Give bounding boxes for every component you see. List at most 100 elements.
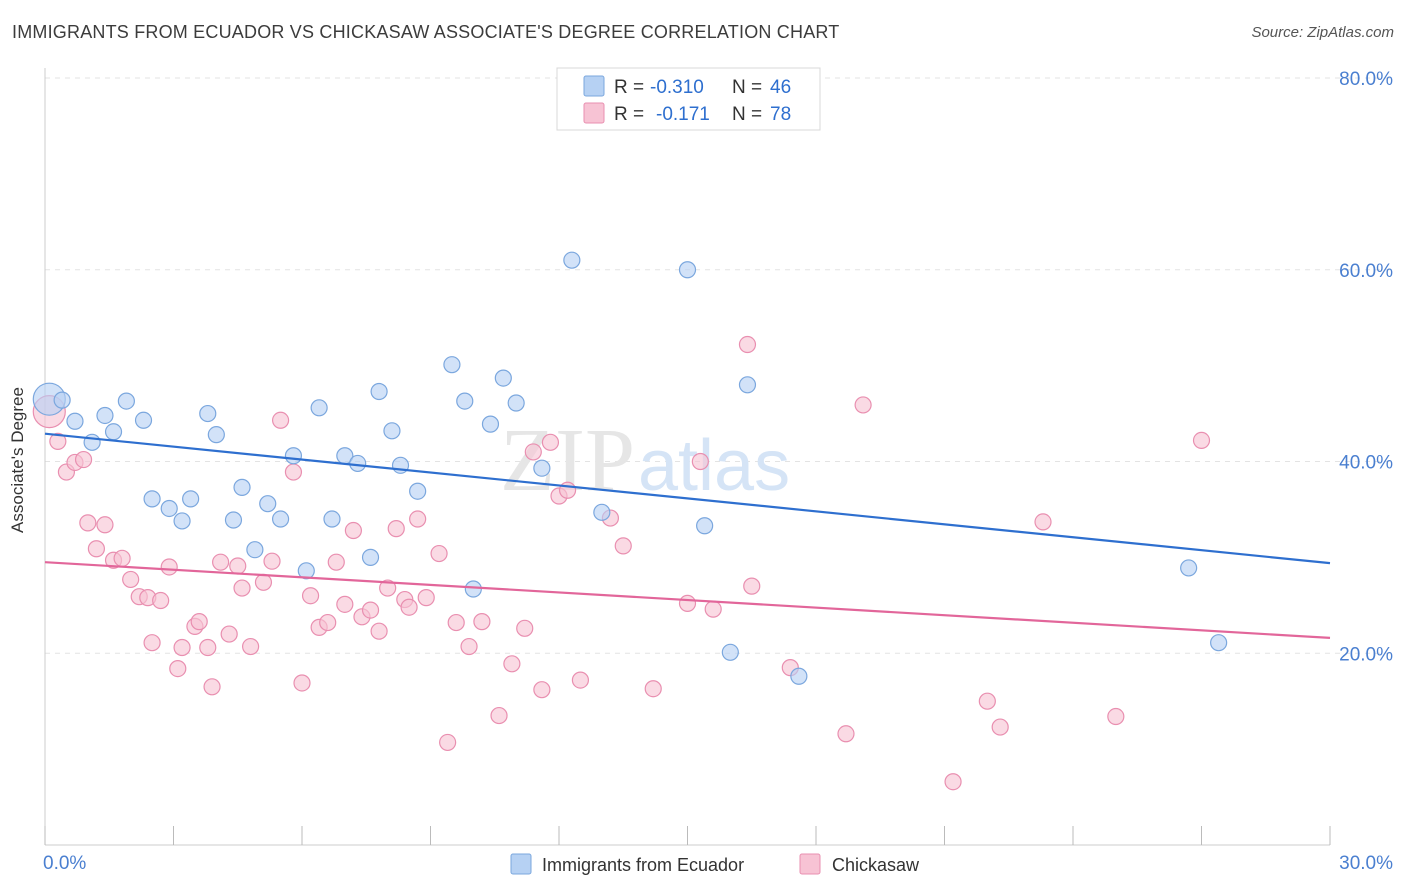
chickasaw-point: [1192, 431, 1211, 450]
chickasaw-point: [430, 544, 448, 563]
chickasaw-point: [254, 573, 273, 591]
chickasaw-point: [263, 552, 281, 570]
chickasaw-point: [242, 637, 260, 656]
legend-n-label-chickasaw: N =: [732, 104, 762, 125]
chickasaw-point: [644, 680, 662, 698]
chickasaw-point: [541, 433, 560, 451]
chickasaw-point: [361, 601, 380, 619]
ecuador-point: [507, 394, 525, 412]
legend-n-value-ecuador: 46: [770, 77, 791, 98]
ecuador-point: [494, 369, 512, 387]
chart-title: IMMIGRANTS FROM ECUADOR VS CHICKASAW ASS…: [12, 22, 840, 42]
chickasaw-point: [87, 540, 106, 558]
chickasaw-point: [1107, 707, 1125, 726]
chickasaw-point: [169, 659, 187, 678]
legend-r-value-chickasaw: -0.171: [656, 104, 710, 125]
chickasaw-point: [160, 558, 178, 576]
ecuador-point: [259, 495, 277, 513]
ecuador-point: [134, 411, 153, 429]
axes: [44, 68, 1331, 846]
ecuador-point: [790, 667, 808, 685]
ecuador-point: [533, 459, 551, 477]
chickasaw-point: [571, 671, 590, 689]
chickasaw-point: [1034, 513, 1052, 531]
legend-n-label-ecuador: N =: [732, 77, 762, 98]
chickasaw-point: [533, 681, 551, 699]
chickasaw-trend-line: [44, 561, 1331, 640]
chickasaw-points: [32, 335, 1211, 791]
series-legend: Immigrants from Ecuador Chickasaw: [510, 853, 920, 875]
ecuador-point: [207, 426, 225, 444]
ecuador-point: [409, 482, 427, 500]
trend-lines: [44, 432, 1331, 640]
chickasaw-point: [96, 516, 114, 534]
ecuador-point: [284, 447, 303, 465]
ecuador-point: [297, 562, 315, 580]
ecuador-point: [224, 511, 243, 529]
chickasaw-point: [473, 613, 491, 631]
y-tick-label: 60.0%: [1339, 261, 1393, 282]
ecuador-point: [456, 392, 474, 410]
chickasaw-point: [229, 557, 247, 575]
correlation-legend: R = -0.310 N = 46 R = -0.171 N = 78: [556, 67, 821, 131]
chickasaw-point: [704, 600, 722, 618]
series-legend-swatch-chickasaw: [799, 853, 821, 875]
chickasaw-point: [678, 594, 697, 612]
chickasaw-point: [74, 450, 93, 469]
chickasaw-point: [516, 619, 534, 637]
y-tick-label: 80.0%: [1339, 69, 1393, 90]
chickasaw-point: [439, 733, 457, 752]
ecuador-points: [32, 251, 1228, 685]
chickasaw-point: [271, 411, 290, 429]
chickasaw-point: [344, 521, 362, 540]
chickasaw-point: [199, 638, 217, 657]
chickasaw-point: [379, 579, 397, 597]
y-tick-label: 20.0%: [1339, 644, 1393, 665]
chickasaw-point: [284, 463, 303, 481]
ecuador-point: [696, 517, 714, 535]
chickasaw-point: [417, 589, 435, 607]
ecuador-point: [96, 406, 114, 425]
chickasaw-point: [336, 595, 354, 613]
ecuador-trend-line: [44, 432, 1331, 565]
chickasaw-point: [837, 725, 855, 743]
chickasaw-point: [503, 655, 521, 673]
legend-swatch-ecuador: [583, 75, 605, 97]
y-tick-label: 40.0%: [1339, 453, 1393, 474]
ecuador-point: [349, 454, 367, 473]
ecuador-point: [361, 548, 380, 566]
ecuador-point: [199, 404, 217, 423]
ecuador-point: [310, 399, 328, 417]
ecuador-point: [160, 499, 178, 518]
chickasaw-point: [152, 591, 170, 610]
ecuador-point: [53, 391, 71, 409]
watermark: ZIP atlas: [500, 411, 790, 510]
chickasaw-point: [460, 637, 478, 656]
chickasaw-point: [738, 335, 757, 354]
chickasaw-point: [447, 613, 465, 632]
ecuador-point: [117, 392, 135, 410]
chickasaw-point: [220, 625, 238, 643]
ecuador-point: [1180, 559, 1198, 577]
ecuador-point: [738, 376, 757, 394]
chickasaw-point: [409, 510, 427, 528]
chickasaw-point: [203, 678, 221, 696]
chickasaw-point: [387, 520, 405, 538]
chickasaw-point: [370, 622, 388, 640]
legend-r-value-ecuador: -0.310: [650, 77, 704, 98]
chickasaw-point: [944, 773, 962, 791]
chickasaw-point: [319, 613, 337, 632]
ecuador-point: [1210, 634, 1228, 652]
chickasaw-point: [978, 692, 996, 710]
legend-r-label-ecuador: R =: [614, 77, 644, 98]
chart-source: Source: ZipAtlas.com: [1251, 24, 1394, 41]
ecuador-point: [246, 541, 264, 559]
ecuador-point: [271, 510, 290, 528]
ecuador-point: [464, 580, 482, 598]
ecuador-point: [443, 356, 461, 374]
chickasaw-point: [212, 553, 230, 571]
chickasaw-point: [743, 577, 761, 595]
ecuador-point: [233, 478, 251, 496]
chickasaw-point: [122, 570, 140, 589]
